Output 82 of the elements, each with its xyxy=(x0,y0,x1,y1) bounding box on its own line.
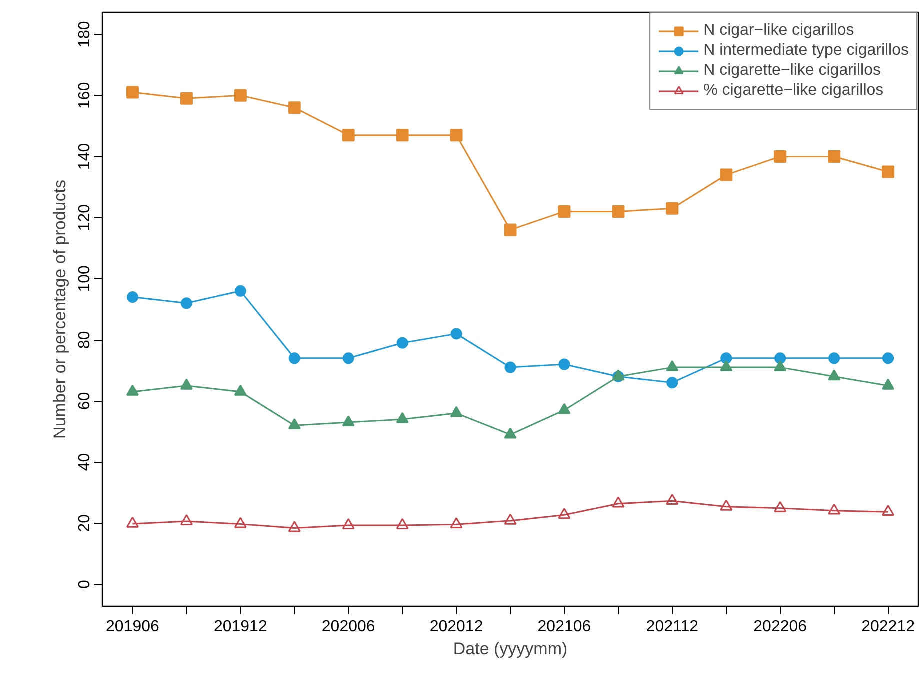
point xyxy=(288,418,301,430)
legend-label: N intermediate type cigarillos xyxy=(704,42,909,60)
point xyxy=(666,494,679,506)
point xyxy=(396,412,409,424)
x-tick-label: 201906 xyxy=(106,618,160,636)
y-tick-label: 20 xyxy=(76,514,94,532)
point xyxy=(612,496,625,508)
point xyxy=(126,384,139,396)
point xyxy=(342,415,355,426)
y-tick-label: 160 xyxy=(76,82,94,109)
point xyxy=(450,129,463,142)
point xyxy=(396,337,408,349)
x-tick-label: 202206 xyxy=(754,618,808,636)
x-tick-label: 202212 xyxy=(862,618,916,636)
point xyxy=(396,129,409,142)
point xyxy=(234,384,247,396)
x-tick-label: 202112 xyxy=(646,618,699,636)
point xyxy=(288,352,300,364)
y-tick-label: 180 xyxy=(76,21,94,48)
point xyxy=(882,378,895,390)
x-tick-label: 201912 xyxy=(214,618,268,636)
point xyxy=(720,352,732,364)
y-tick-label: 120 xyxy=(76,204,94,232)
point xyxy=(828,352,840,364)
point xyxy=(558,508,571,520)
legend-label: % cigarette−like cigarillos xyxy=(704,82,884,100)
point xyxy=(720,500,733,511)
point xyxy=(450,406,463,418)
point xyxy=(288,102,301,114)
point xyxy=(828,370,841,381)
x-tick-label: 202106 xyxy=(538,618,592,636)
point xyxy=(882,504,895,516)
point xyxy=(720,168,733,182)
point xyxy=(774,501,787,512)
point xyxy=(342,129,355,142)
point xyxy=(666,360,679,372)
point xyxy=(180,298,192,310)
point xyxy=(504,514,517,525)
point xyxy=(774,360,787,372)
x-axis-title: Date (yyyymm) xyxy=(453,640,568,658)
point xyxy=(342,518,355,530)
point xyxy=(342,352,354,364)
point xyxy=(558,403,571,414)
point xyxy=(504,224,517,236)
point xyxy=(882,352,894,364)
point xyxy=(666,377,678,389)
point xyxy=(720,360,733,372)
point xyxy=(234,89,247,102)
y-tick-label: 0 xyxy=(76,580,94,589)
point xyxy=(558,358,570,370)
point xyxy=(450,518,463,529)
x-tick-label: 202012 xyxy=(430,618,484,636)
point xyxy=(612,205,625,218)
y-tick-label: 40 xyxy=(76,453,94,472)
legend-label: N cigarette−like cigarillos xyxy=(704,62,881,80)
y-tick-label: 140 xyxy=(76,143,94,170)
y-tick-label: 80 xyxy=(76,331,94,349)
point xyxy=(180,514,193,526)
point xyxy=(126,516,139,528)
point xyxy=(504,428,517,439)
y-axis-title: Number or percentage of products xyxy=(50,180,70,439)
point xyxy=(558,205,571,218)
point xyxy=(774,352,786,364)
y-tick-label: 100 xyxy=(76,265,94,292)
point xyxy=(666,202,679,215)
x-tick-label: 202006 xyxy=(322,618,376,636)
point xyxy=(396,518,409,530)
point xyxy=(882,166,895,178)
point xyxy=(234,517,247,528)
point xyxy=(180,378,193,390)
point xyxy=(450,328,462,340)
point xyxy=(504,362,516,374)
point xyxy=(126,292,138,304)
point xyxy=(126,86,139,99)
point xyxy=(774,150,787,163)
legend-label: N cigar−like cigarillos xyxy=(704,22,854,40)
y-tick-label: 60 xyxy=(76,392,94,410)
point xyxy=(180,92,193,105)
point xyxy=(234,285,246,297)
point xyxy=(828,150,841,163)
point xyxy=(288,521,301,532)
point xyxy=(828,504,841,515)
